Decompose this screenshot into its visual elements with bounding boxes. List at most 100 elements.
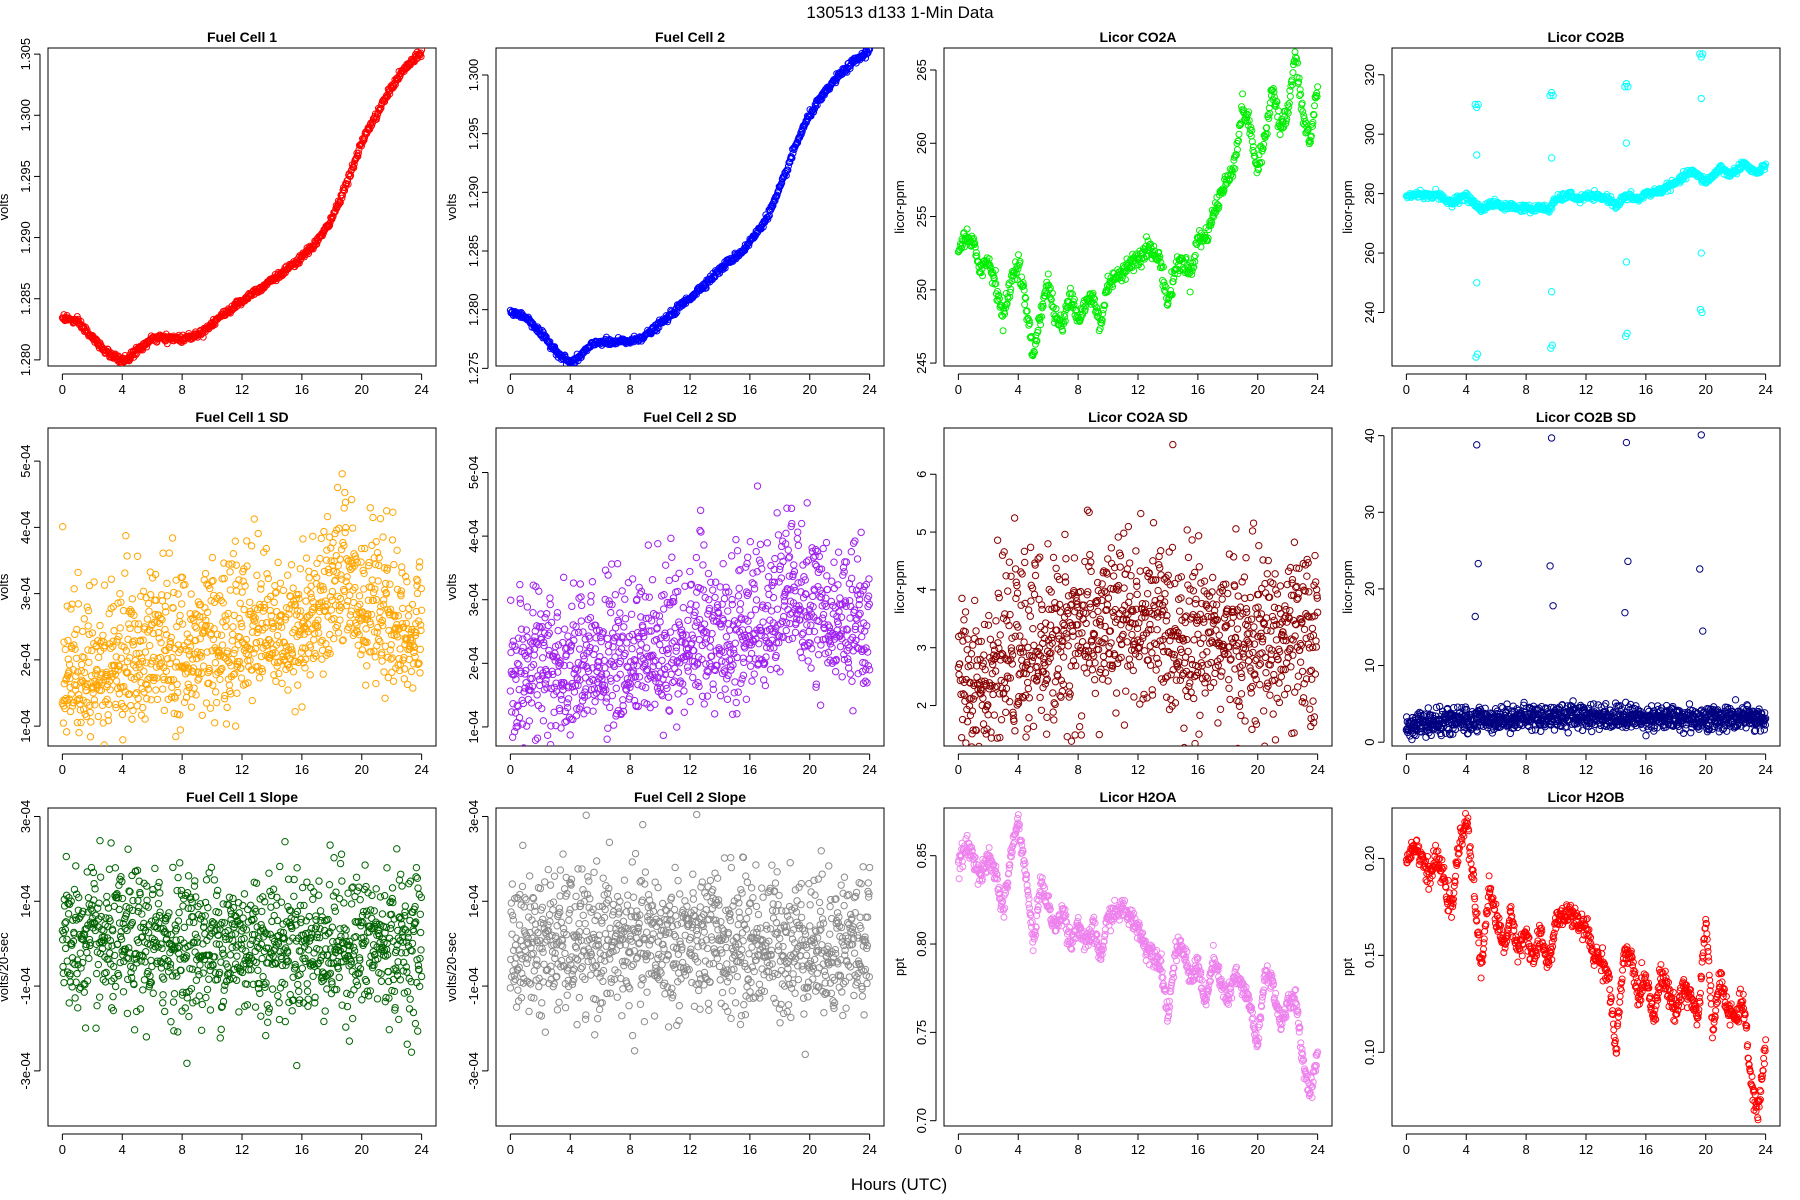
data-point: [1280, 123, 1288, 131]
x-tick-label: 4: [567, 382, 574, 397]
data-point: [119, 702, 127, 711]
data-point: [339, 636, 347, 644]
data-point: [726, 626, 734, 634]
data-point: [693, 618, 701, 626]
data-point: [678, 631, 687, 640]
data-point: [174, 688, 182, 697]
data-point: [583, 649, 591, 657]
data-point: [263, 641, 272, 649]
data-point: [512, 646, 521, 654]
x-tick-label: 20: [1699, 382, 1713, 397]
data-point: [651, 700, 659, 709]
data-point: [1293, 54, 1301, 62]
data-point: [650, 637, 659, 645]
data-point: [784, 546, 792, 554]
data-point: [278, 679, 286, 688]
x-tick-label: 12: [683, 762, 697, 777]
data-point: [1291, 48, 1299, 56]
data-point: [779, 557, 787, 566]
data-point: [667, 534, 675, 543]
data-point: [192, 691, 200, 699]
data-point: [721, 658, 730, 666]
data-point: [1191, 251, 1199, 259]
data-point: [128, 715, 136, 723]
data-point: [229, 549, 238, 558]
data-point: [383, 564, 392, 572]
data-point: [993, 287, 1001, 295]
data-point: [398, 604, 407, 613]
data-point: [341, 187, 349, 195]
data-point: [394, 612, 403, 620]
data-point: [1298, 99, 1306, 107]
data-point: [703, 692, 712, 700]
data-point: [621, 615, 630, 623]
data-point: [327, 606, 336, 614]
data-point: [763, 539, 772, 547]
data-point: [748, 677, 756, 685]
data-point: [775, 578, 783, 586]
data-point: [185, 647, 193, 655]
data-point: [260, 600, 268, 609]
data-point: [124, 669, 132, 677]
data-point: [117, 598, 125, 606]
data-point: [613, 560, 622, 568]
data-point: [313, 559, 321, 568]
data-point: [727, 666, 735, 674]
data-point: [166, 637, 174, 646]
data-point: [683, 649, 691, 658]
data-point: [603, 735, 611, 743]
data-point: [585, 678, 594, 686]
data-point: [667, 670, 675, 679]
y-tick-label: 1.275: [466, 352, 481, 385]
data-point: [641, 593, 650, 601]
data-point: [275, 669, 283, 678]
data-point: [222, 616, 230, 624]
data-point: [121, 704, 129, 713]
data-point: [591, 697, 599, 706]
data-point: [553, 608, 562, 617]
data-point: [375, 554, 383, 562]
data-point: [522, 626, 531, 634]
x-tick-label: 24: [414, 382, 428, 397]
data-point: [119, 736, 127, 744]
data-point: [564, 695, 573, 703]
data-point: [729, 646, 738, 654]
data-point: [575, 594, 583, 602]
data-point: [68, 702, 77, 710]
data-point: [173, 680, 181, 689]
data-point: [1038, 313, 1046, 321]
x-tick-label: 12: [683, 382, 697, 397]
data-point: [153, 695, 162, 704]
plot-frame: [495, 47, 885, 367]
data-point: [218, 641, 227, 649]
data-point: [782, 626, 790, 635]
data-point: [586, 643, 594, 652]
outlier-point: [1624, 82, 1632, 91]
data-point: [208, 553, 217, 562]
data-point: [139, 587, 148, 596]
data-point: [1297, 90, 1305, 98]
panel-title: Licor CO2A: [1099, 29, 1176, 45]
data-point: [511, 642, 519, 650]
data-point: [554, 626, 562, 635]
data-point: [666, 628, 675, 636]
data-point: [1142, 233, 1150, 241]
data-point: [616, 657, 625, 666]
data-point: [744, 589, 753, 597]
data-point: [85, 630, 93, 639]
data-point: [271, 649, 279, 657]
data-point: [744, 625, 753, 634]
data-point: [210, 625, 218, 633]
y-tick-label: 250: [914, 279, 929, 301]
data-point: [635, 673, 644, 681]
data-point: [699, 628, 708, 637]
data-point: [745, 655, 754, 663]
data-point: [566, 731, 574, 739]
data-point: [1313, 93, 1321, 101]
data-point: [351, 583, 359, 592]
data-point: [297, 648, 306, 656]
data-point: [1299, 108, 1307, 116]
data-point: [378, 657, 386, 665]
data-point: [802, 118, 810, 126]
data-point: [187, 590, 195, 598]
